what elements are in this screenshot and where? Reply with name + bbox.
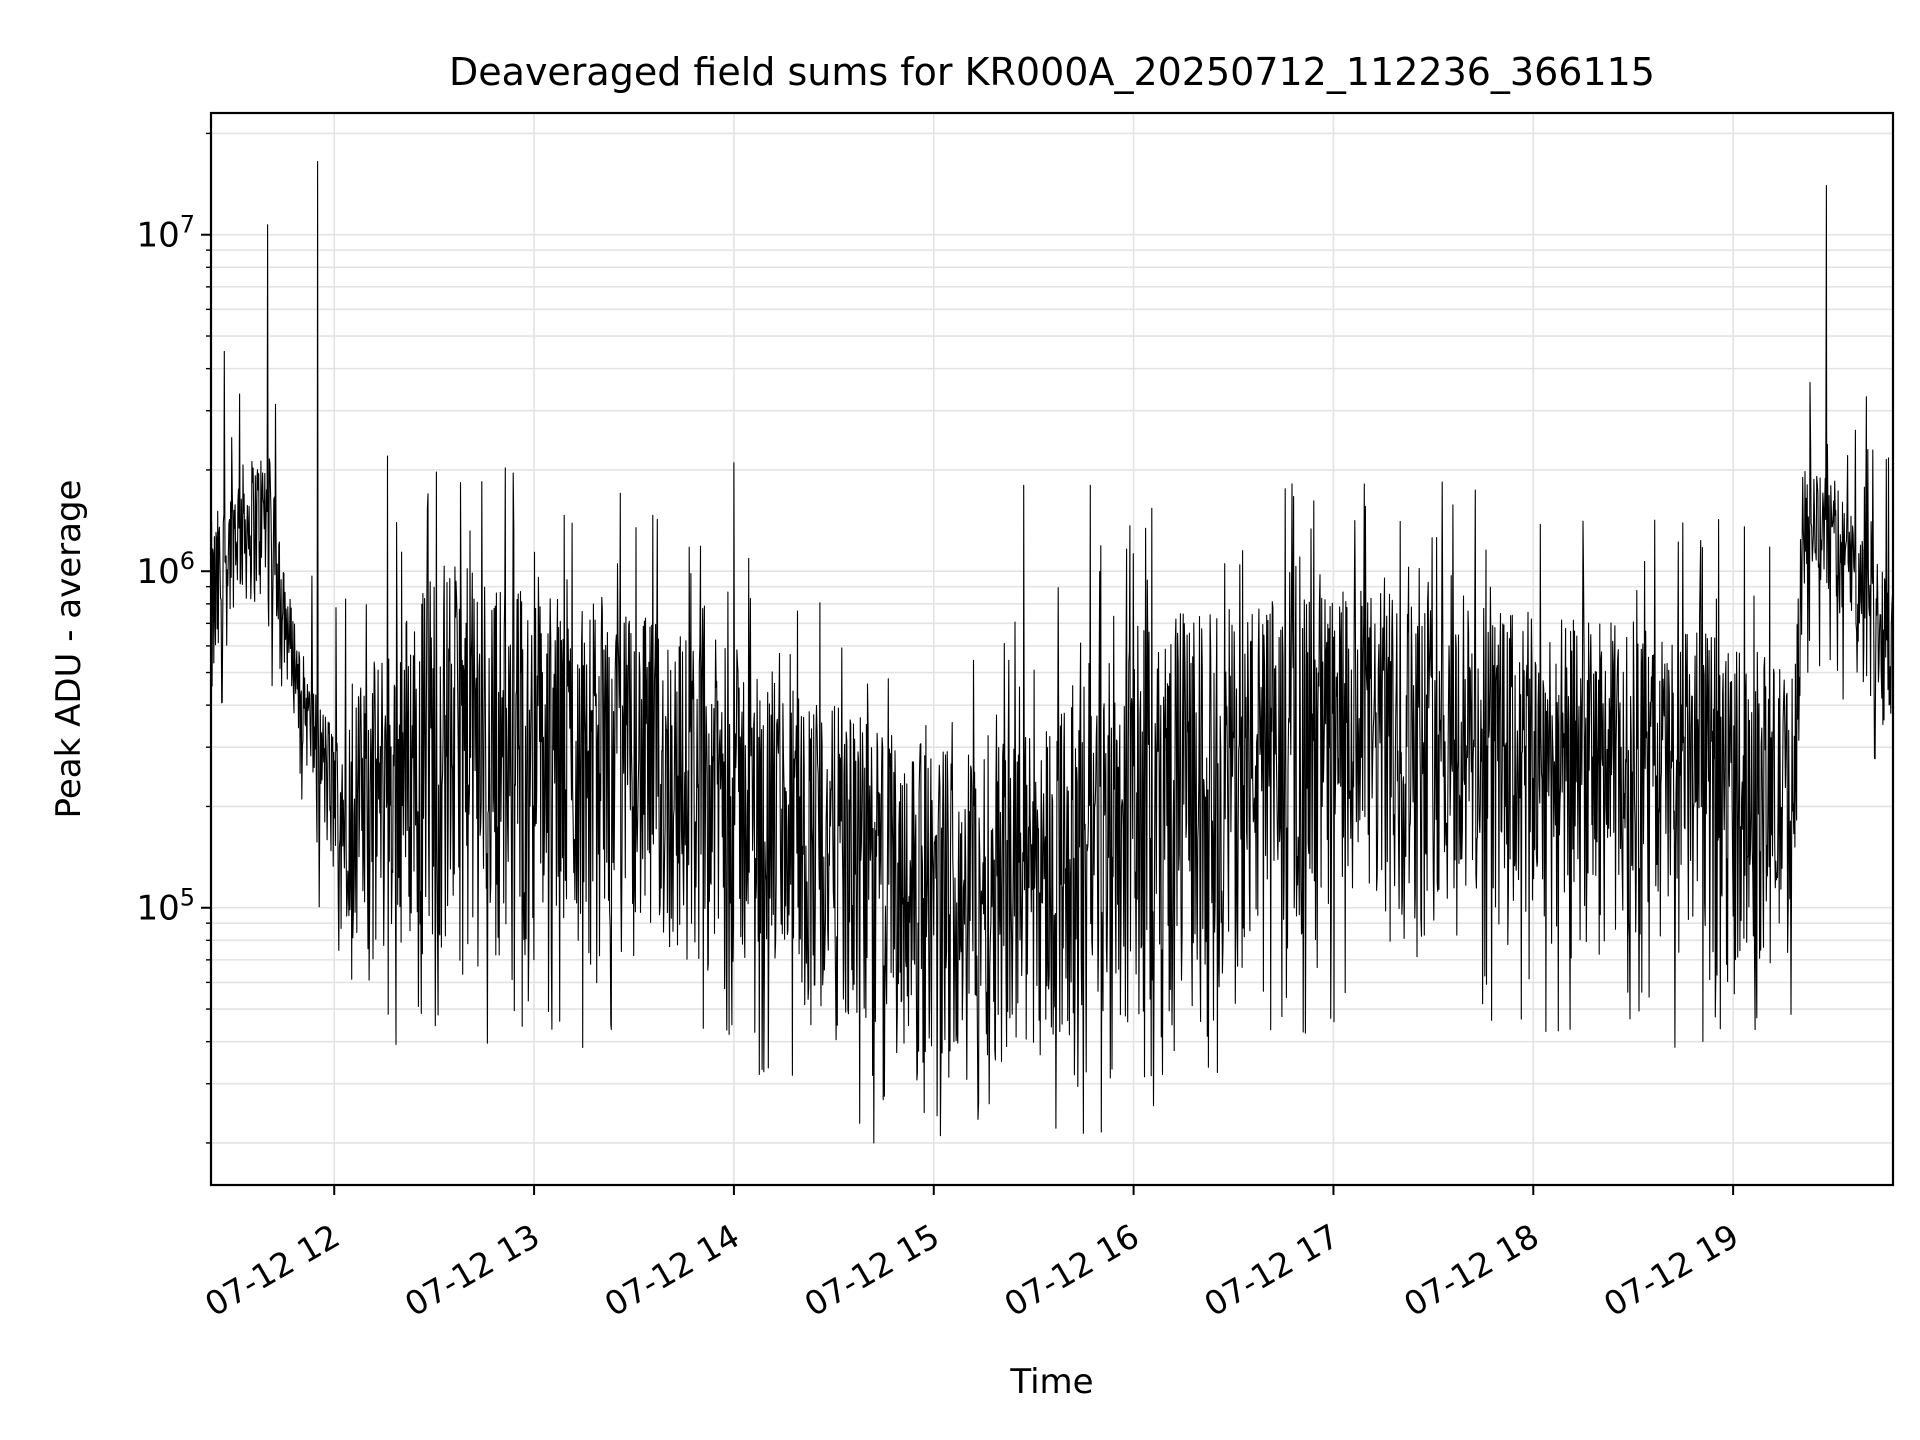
y-axis: 105 106 107 <box>136 132 211 1144</box>
y-axis-label: Peak ADU - average <box>49 480 89 819</box>
y-tick-label: 107 <box>136 211 195 256</box>
y-tick-label: 105 <box>136 884 195 929</box>
x-axis-label: Time <box>1009 1362 1093 1402</box>
chart-title: Deaveraged field sums for KR000A_2025071… <box>449 50 1655 94</box>
series-line <box>210 160 1894 1144</box>
series-layer <box>210 160 1894 1144</box>
y-tick-label: 106 <box>136 547 195 592</box>
plot-frame <box>209 111 1895 1187</box>
